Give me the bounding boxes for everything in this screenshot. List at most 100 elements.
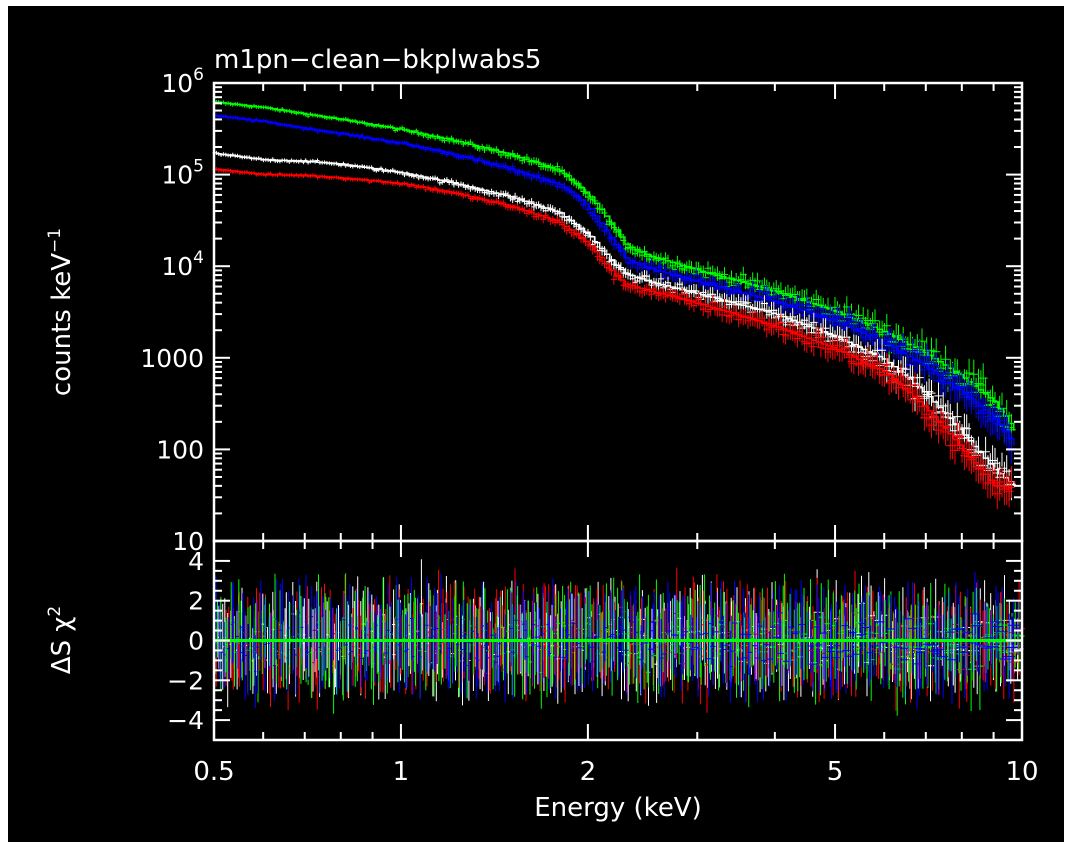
spectrum-point — [512, 204, 518, 212]
residual-point — [514, 581, 518, 659]
residual-point — [949, 615, 960, 678]
spectrum-point — [423, 175, 428, 181]
spectrum-point — [414, 185, 419, 190]
residual-point — [273, 630, 276, 701]
residual-point — [777, 619, 784, 687]
residual-point — [820, 587, 828, 680]
residual-point — [432, 587, 436, 672]
residual-point — [540, 586, 545, 682]
residuals-y-axis-label: ΔS χ2 — [45, 606, 77, 674]
spectrum-point — [974, 391, 983, 422]
residual-point — [249, 605, 252, 691]
residual-point — [690, 617, 696, 681]
spectrum-point — [592, 244, 598, 254]
spectrum-point — [355, 133, 360, 138]
spectrum-point — [985, 406, 995, 437]
spectrum-point — [252, 170, 256, 175]
residual-point — [411, 617, 415, 695]
residual-point — [698, 605, 704, 664]
spectrum-point — [950, 436, 960, 465]
spectrum-point — [224, 152, 228, 157]
residual-point — [374, 596, 378, 655]
spectrum-panel-frame — [212, 81, 1024, 543]
spectrum-point — [517, 196, 523, 204]
spectrum-point — [491, 147, 497, 154]
residual-point — [223, 622, 226, 688]
residual-point — [259, 579, 263, 661]
residual-point — [879, 597, 888, 688]
spectrum-point — [221, 114, 225, 119]
residual-point — [252, 597, 255, 659]
residual-point — [236, 604, 239, 669]
spectrum-point — [402, 181, 407, 186]
spectrum-point — [231, 152, 235, 157]
residual-point — [505, 589, 510, 674]
spectrum-point — [322, 115, 327, 120]
residual-point — [934, 604, 945, 695]
spectrum-point — [432, 185, 438, 191]
spectrum-point — [510, 163, 516, 170]
residual-point — [813, 584, 821, 670]
spectrum-point — [486, 144, 492, 151]
spectrum-point — [221, 100, 225, 105]
spectrum-point — [383, 167, 388, 172]
residuals-y-tick-label: −2 — [167, 666, 204, 695]
residual-point — [335, 605, 339, 696]
spectrum-point — [226, 168, 230, 173]
spectrum-point — [503, 162, 509, 169]
spectrum-point — [941, 345, 950, 373]
spectrum-point — [535, 158, 542, 166]
spectrum-point — [528, 198, 535, 206]
spectrum-point — [592, 196, 598, 206]
spectrum-point — [451, 139, 457, 145]
spectrum-point — [946, 376, 955, 404]
residual-point — [310, 586, 314, 648]
residual-point — [701, 574, 707, 667]
spectrum-point — [617, 229, 624, 240]
spectrum-point — [402, 127, 407, 132]
spectrum-point — [962, 414, 972, 444]
residual-point — [281, 579, 284, 665]
residual-point — [395, 577, 399, 661]
residual-point — [263, 598, 267, 691]
spectrum-point — [289, 158, 294, 163]
spectrum-point — [498, 200, 504, 207]
residual-point — [456, 616, 460, 673]
residual-point — [990, 585, 1002, 659]
spectrum-point — [369, 122, 374, 127]
residual-point — [348, 584, 352, 666]
spectrum-y-axis-label: counts keV−1 — [45, 228, 77, 396]
residual-point — [294, 615, 298, 695]
spectrum-point — [271, 106, 275, 111]
spectrum-point — [289, 172, 294, 177]
spectrum-point — [425, 185, 431, 190]
spectrum-point — [257, 156, 261, 161]
residual-point — [241, 593, 244, 662]
residual-point — [624, 605, 629, 695]
spectrum-point — [287, 123, 292, 128]
spectrum-point — [538, 211, 544, 220]
spectrum-point — [214, 167, 218, 172]
spectrum-point — [449, 190, 454, 196]
residual-point — [531, 593, 536, 656]
spectrum-point — [271, 157, 275, 162]
x-axis-tick-labels: 0.5 1 2 5 10 — [193, 757, 1038, 787]
spectrum-point — [261, 172, 266, 177]
spectrum-point — [878, 338, 887, 362]
spectrum-point — [603, 249, 610, 260]
residual-point — [742, 612, 749, 703]
spectrum-point — [587, 231, 594, 241]
spectrum-point — [817, 337, 825, 358]
residuals-y-tick-label: 0 — [188, 627, 204, 656]
spectrum-point — [278, 171, 282, 176]
residuals-panel: 420−2−4 ΔS χ2 — [45, 539, 1026, 742]
spectrum-point — [971, 452, 981, 482]
spectrum-point — [228, 102, 232, 106]
spectrum-y-tick-label: 104 — [161, 248, 204, 281]
spectrum-point — [273, 120, 277, 125]
spectrum-point — [320, 114, 325, 119]
residual-point — [731, 580, 738, 666]
spectrum-point — [357, 177, 362, 182]
spectrum-point — [437, 147, 443, 153]
spectrum-point — [306, 160, 310, 165]
